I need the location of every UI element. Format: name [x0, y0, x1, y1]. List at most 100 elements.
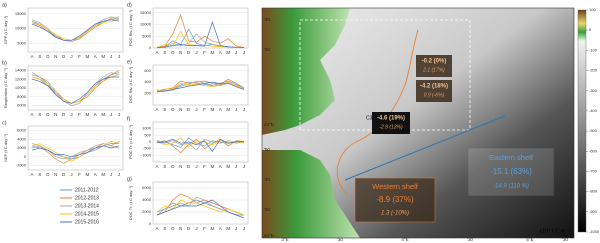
lat-label: '30 — [264, 47, 270, 52]
x-tick-label: J — [110, 172, 112, 177]
lat-label: '30 — [264, 207, 270, 212]
colorbar-label: -100 — [589, 47, 598, 52]
lon-label: 4°E — [401, 237, 408, 242]
x-tick-label: J — [243, 50, 245, 55]
line-series — [156, 138, 245, 152]
y-tick-label: 10000 — [140, 22, 152, 27]
panel-label: e) — [127, 59, 132, 65]
x-tick-label: O — [171, 226, 175, 231]
x-tick-label: M — [226, 226, 230, 231]
x-tick-label: S — [163, 164, 166, 169]
flux-label: -0.2 (0%) — [422, 59, 447, 65]
x-tick-label: A — [30, 54, 33, 59]
x-tick-label: A — [219, 107, 222, 112]
y-axis-label: Respiration (t C day⁻¹) — [3, 67, 8, 108]
x-tick-label: S — [38, 172, 41, 177]
y-tick-label: 6000 — [142, 185, 152, 190]
lat-label: 43°N — [264, 122, 274, 127]
plot-area — [152, 181, 249, 225]
region-name: Western shelf — [372, 182, 419, 191]
colorbar-label: -200 — [589, 68, 598, 73]
legend-label: 2013-2014 — [75, 203, 99, 209]
x-tick-label: J — [235, 226, 237, 231]
x-tick-label: M — [86, 172, 90, 177]
legend-label: 2015-2016 — [75, 219, 99, 225]
x-tick-label: A — [94, 54, 97, 59]
x-tick-label: N — [179, 50, 182, 55]
x-tick-label: A — [155, 226, 158, 231]
line-series — [156, 14, 245, 48]
line-series — [156, 78, 245, 92]
panel-label: c) — [2, 120, 7, 126]
region-change: 1.3 (-10%) — [381, 211, 409, 217]
change-label: 2.1 (17%) — [422, 67, 445, 73]
x-tick-label: A — [155, 50, 158, 55]
y-tick-label: 200 — [144, 91, 151, 96]
lon-label: '30 — [467, 237, 473, 242]
lat-label: '40 — [264, 177, 270, 182]
line-series — [31, 141, 120, 162]
land-north — [262, 8, 350, 135]
flux-label: -4.6 (19%) — [377, 116, 405, 122]
line-series — [31, 16, 120, 43]
colorbar-label: -500 — [589, 128, 598, 133]
x-tick-label: A — [30, 172, 33, 177]
box — [372, 112, 410, 134]
x-tick-label: F — [78, 54, 81, 59]
lon-label: '30 — [337, 237, 343, 242]
x-tick-label: D — [62, 112, 66, 117]
x-tick-label: S — [163, 107, 166, 112]
colorbar-label: -300 — [589, 88, 598, 93]
y-axis-label: DOC Tr. (t C day⁻¹) — [128, 185, 133, 220]
line-series — [156, 81, 245, 92]
x-tick-label: J — [118, 54, 120, 59]
colorbar-label: -800 — [589, 189, 598, 194]
x-tick-label: J — [195, 164, 197, 169]
line-series — [31, 145, 120, 158]
change-label: 0.9 (-6%) — [424, 92, 445, 98]
x-tick-label: D — [187, 226, 191, 231]
y-tick-label: 0 — [24, 154, 27, 159]
box — [354, 177, 436, 223]
x-tick-label: O — [46, 54, 50, 59]
y-tick-label: 10000 — [15, 85, 27, 90]
y-tick-label: 6000 — [17, 127, 27, 132]
x-tick-label: M — [86, 112, 90, 117]
x-tick-label: M — [101, 172, 105, 177]
x-tick-label: O — [171, 164, 175, 169]
line-series — [156, 137, 245, 148]
y-tick-label: 2000 — [142, 209, 152, 214]
x-tick-label: M — [211, 107, 215, 112]
x-tick-label: M — [211, 164, 215, 169]
x-tick-label: S — [163, 50, 166, 55]
x-tick-label: D — [187, 50, 191, 55]
x-tick-label: N — [54, 54, 57, 59]
y-tick-label: 15000 — [140, 10, 152, 15]
y-axis-label: POC Riv. (t C day⁻¹) — [128, 9, 133, 46]
x-tick-label: M — [101, 112, 105, 117]
region-flux: -8.9 (37%) — [376, 195, 414, 204]
y-tick-label: 5000 — [17, 40, 27, 45]
x-tick-label: J — [235, 50, 237, 55]
line-series — [31, 76, 119, 104]
line-series — [156, 81, 245, 93]
x-tick-label: F — [203, 164, 206, 169]
panel-label: g) — [127, 176, 132, 182]
x-tick-label: J — [195, 107, 197, 112]
flux-label: -4.2 (18%) — [420, 84, 448, 90]
panel-label: f) — [127, 116, 131, 122]
lon-label: 3°E — [281, 237, 288, 242]
line-series — [31, 19, 120, 41]
y-tick-label: 0 — [149, 221, 152, 226]
x-tick-label: D — [62, 172, 66, 177]
unit-label: x10⁴ t C yr⁻¹ — [539, 227, 570, 234]
x-tick-label: J — [110, 112, 112, 117]
line-series — [31, 143, 120, 160]
colorbar-label: 0 — [589, 27, 592, 32]
x-tick-label: D — [187, 107, 191, 112]
y-tick-label: 4000 — [142, 197, 152, 202]
line-series — [156, 20, 245, 48]
x-tick-label: J — [118, 172, 120, 177]
lon-label: 5°E — [526, 237, 533, 242]
